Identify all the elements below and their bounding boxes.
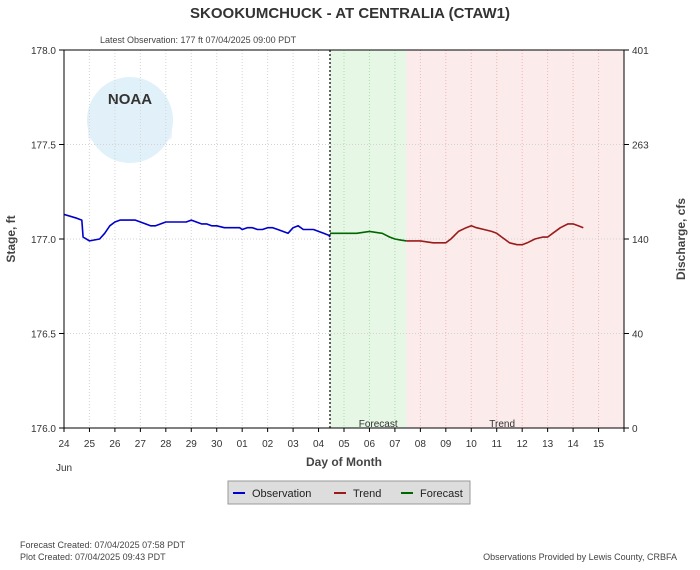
x-tick-label: 14	[568, 439, 580, 450]
legend-label-forecast: Forecast	[420, 488, 463, 500]
series-lines	[64, 213, 584, 246]
noaa-logo: NOAA	[87, 77, 173, 163]
series-line-forecast	[330, 230, 407, 242]
x-tick-label: 27	[135, 439, 147, 450]
forecast-trend-bands	[330, 50, 624, 428]
series-line-observation	[64, 213, 331, 242]
x-tick-label: 25	[84, 439, 96, 450]
x-tick-label: 08	[415, 439, 427, 450]
series-line-trend	[406, 223, 584, 246]
x-tick-label: 04	[313, 439, 325, 450]
left-tick-label: 176.5	[31, 330, 56, 341]
plot-created: Plot Created: 07/04/2025 09:43 PDT	[20, 552, 166, 562]
x-tick-label: 03	[288, 439, 300, 450]
x-tick-label: 15	[593, 439, 605, 450]
x-tick-label: 09	[440, 439, 452, 450]
left-axis-ticks: 176.0 176.5 177.0 177.5 178.0	[31, 46, 64, 435]
x-tick-label: 02	[262, 439, 274, 450]
forecast-created: Forecast Created: 07/04/2025 07:58 PDT	[20, 540, 186, 550]
x-tick-label: 06	[364, 439, 376, 450]
x-tick-label: 11	[492, 439, 503, 450]
right-tick-label: 140	[632, 235, 649, 246]
band-labels: Forecast Trend	[359, 419, 515, 430]
legend-box	[227, 480, 471, 505]
x-tick-label: 01	[237, 439, 249, 450]
noaa-logo-text: NOAA	[108, 91, 152, 108]
x-tick-label: 10	[466, 439, 478, 450]
y2-axis-title: Discharge, cfs	[674, 198, 688, 280]
right-tick-label: 263	[632, 141, 649, 152]
left-tick-label: 176.0	[31, 424, 56, 435]
legend-label-trend: Trend	[353, 488, 381, 500]
y-axis-title: Stage, ft	[4, 215, 18, 262]
right-tick-label: 0	[632, 424, 638, 435]
x-tick-label: 05	[338, 439, 350, 450]
x-tick-label: 30	[211, 439, 223, 450]
right-axis-ticks: 0 40 140 263 401	[624, 46, 649, 435]
left-tick-label: 177.0	[31, 235, 56, 246]
x-tick-label: 07	[389, 439, 401, 450]
month-label: Jun	[56, 463, 72, 474]
provided-by: Observations Provided by Lewis County, C…	[483, 552, 677, 562]
x-tick-label: 13	[542, 439, 554, 450]
x-tick-label: 12	[517, 439, 529, 450]
trend-band-label: Trend	[489, 419, 515, 430]
grid-lines	[64, 50, 624, 428]
right-tick-label: 401	[632, 46, 649, 57]
legend-label-observation: Observation	[252, 488, 311, 500]
x-tick-label: 26	[109, 439, 121, 450]
x-tick-label: 24	[58, 439, 70, 450]
legend: Observation Trend Forecast	[227, 480, 471, 505]
x-axis-title: Day of Month	[306, 455, 382, 469]
left-tick-label: 178.0	[31, 46, 56, 57]
x-axis-ticks: 24 25 26 27 28 29 30 01 02 03 04 05 06 07 08 09 10 11 12 13…	[58, 428, 625, 450]
right-tick-label: 40	[632, 330, 644, 341]
left-tick-label: 177.5	[31, 141, 56, 152]
latest-observation: Latest Observation: 177 ft 07/04/2025 09…	[100, 35, 297, 45]
x-tick-label: 28	[160, 439, 172, 450]
x-tick-label: 29	[186, 439, 198, 450]
forecast-band-label: Forecast	[359, 419, 398, 430]
chart-title: SKOOKUMCHUCK - AT CENTRALIA (CTAW1)	[190, 5, 510, 22]
